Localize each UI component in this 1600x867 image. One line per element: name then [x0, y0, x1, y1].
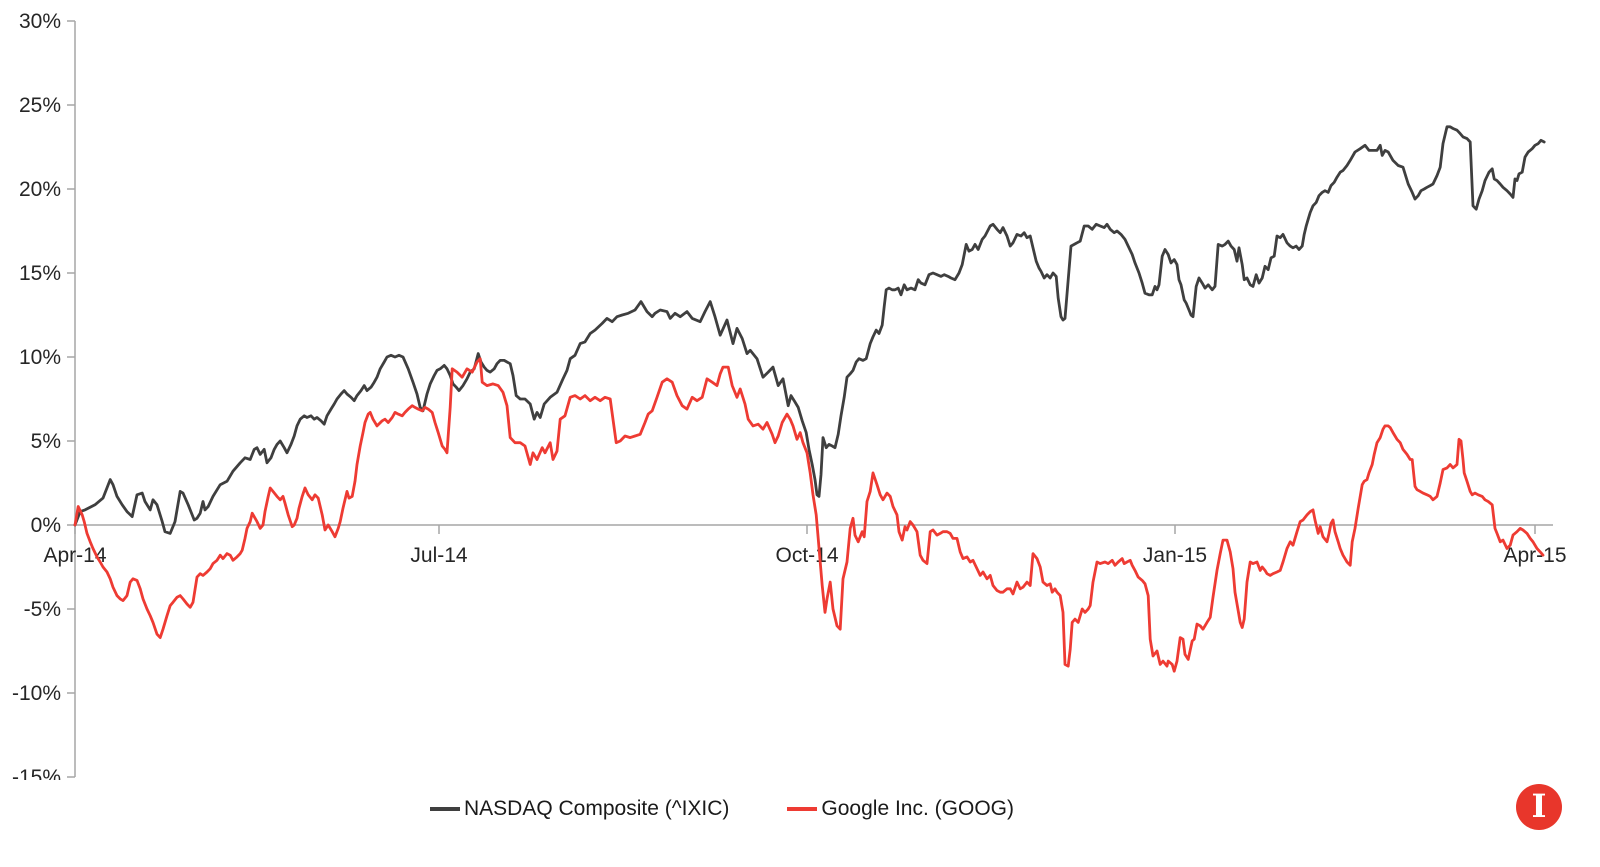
x-axis-label: Jan-15 — [1143, 544, 1207, 567]
legend-label-nasdaq: NASDAQ Composite (^IXIC) — [464, 797, 730, 820]
y-axis-label: -15% — [12, 766, 61, 780]
logo-letter: I — [1531, 787, 1547, 825]
y-axis-label: -5% — [24, 598, 61, 621]
line-chart: 30% 25% 20% 15% 10% 5% 0% -5% -10% -15% Apr-14 Jul-… — [12, 10, 1567, 780]
chart-legend: NASDAQ Composite (^IXIC) Google Inc. (GO… — [0, 797, 1522, 821]
x-axis-label: Oct-14 — [775, 544, 838, 567]
legend-line-swatch-goog — [787, 807, 818, 811]
investopedia-logo: I — [1516, 784, 1562, 830]
x-axis-label: Jul-14 — [410, 544, 468, 567]
legend-label-goog: Google Inc. (GOOG) — [821, 797, 1014, 820]
y-axis-label: 15% — [19, 262, 61, 285]
y-axis-label: 10% — [19, 346, 61, 369]
y-axis-label: 0% — [31, 514, 61, 537]
legend-item-nasdaq: NASDAQ Composite (^IXIC) — [430, 797, 729, 821]
y-axis-label: -10% — [12, 682, 61, 705]
y-axis-label: 20% — [19, 178, 61, 201]
series-line-goog — [73, 357, 1545, 673]
legend-line-swatch-nasdaq — [430, 807, 460, 811]
y-axis-label: 5% — [31, 430, 61, 453]
x-axis-label: Apr-15 — [1503, 544, 1566, 567]
y-axis-label: 25% — [19, 94, 61, 117]
x-axis-label: Apr-14 — [43, 544, 106, 567]
y-axis-label: 30% — [19, 10, 61, 33]
legend-item-goog: Google Inc. (GOOG) — [787, 797, 1014, 821]
series-line-ixic — [73, 125, 1546, 535]
